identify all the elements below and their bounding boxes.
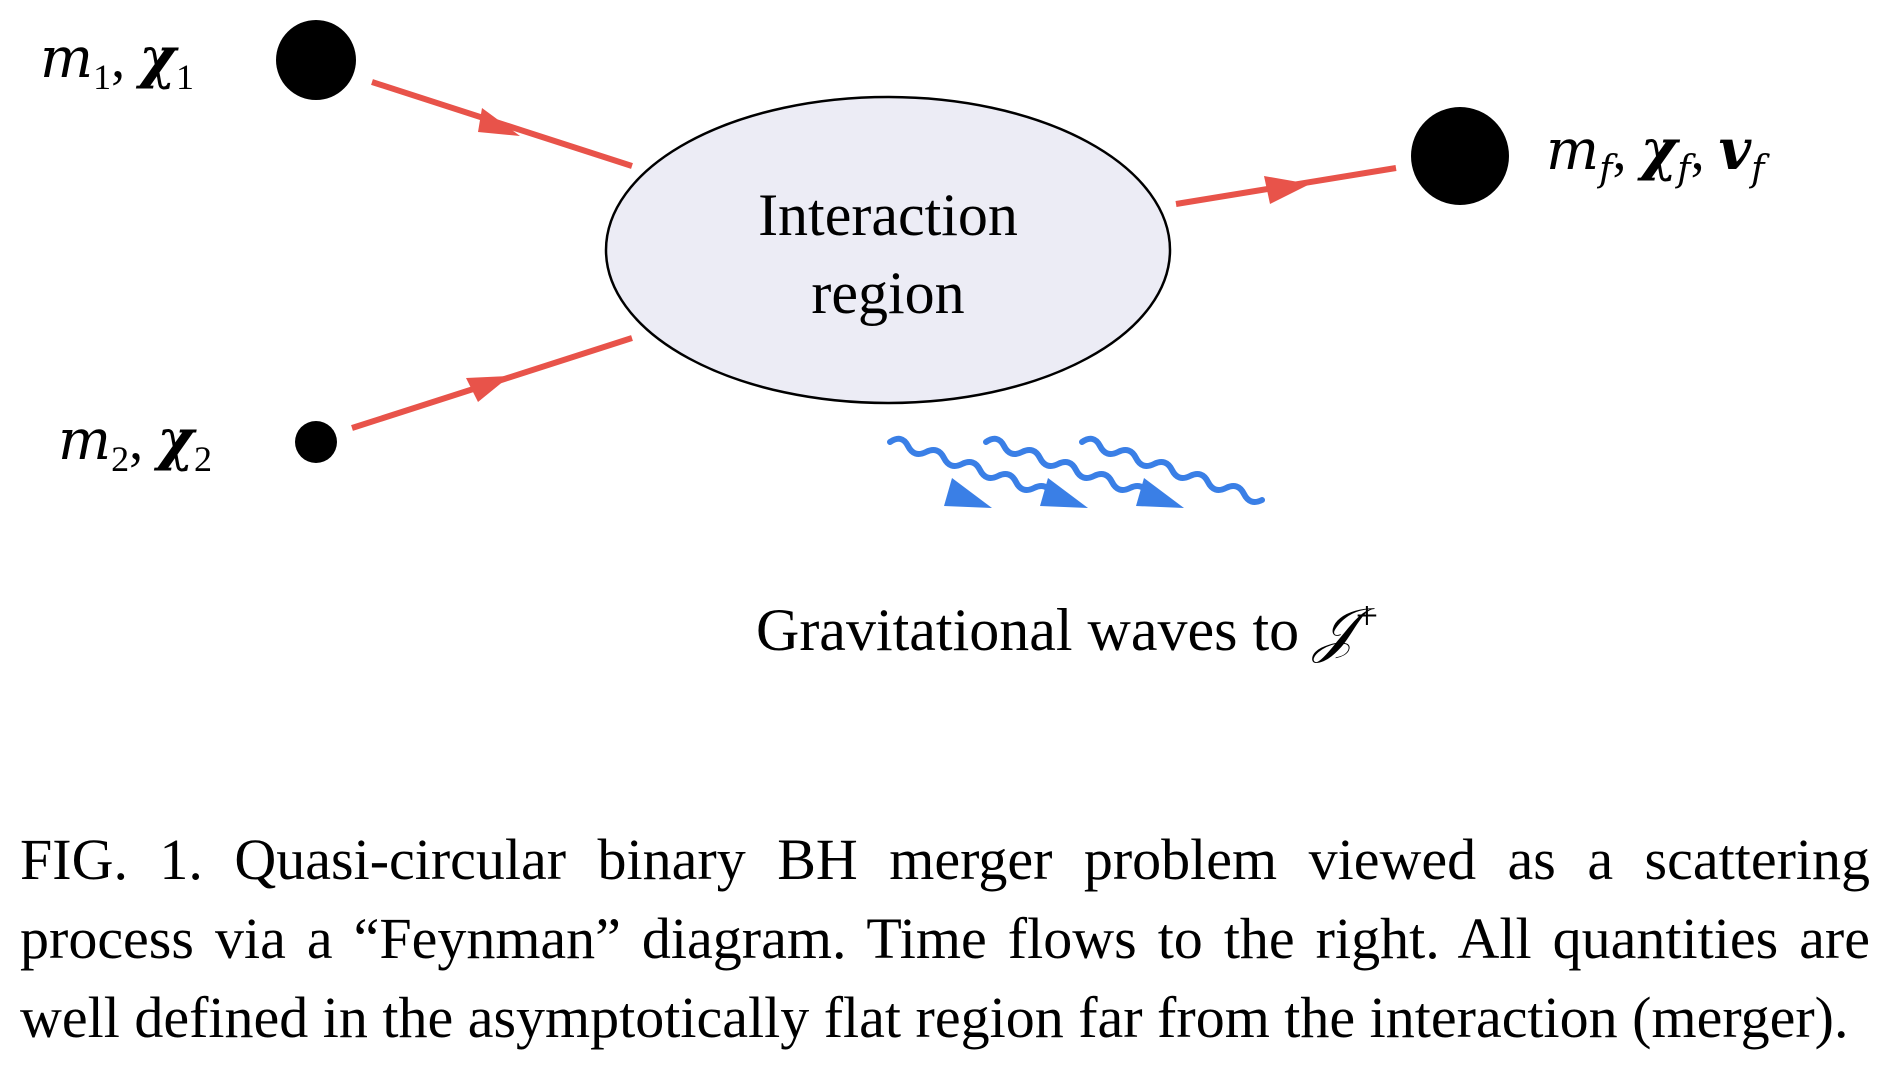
- outgoing-line: [1175, 165, 1397, 207]
- gw-arrowheads: [944, 478, 1184, 508]
- figure-caption: FIG. 1. Quasi-circular binary BH merger …: [20, 827, 1870, 1050]
- gw-wave-3-icon: [1079, 435, 1265, 505]
- incoming-arrow-2-icon: [466, 376, 510, 402]
- black-hole-2-icon: [295, 421, 337, 463]
- outgoing-label: mf, χf, vf: [1546, 117, 1765, 191]
- scattering-diagram: m1, χ1 m2, χ2 mf, χf, vf Interaction reg…: [40, 20, 1765, 665]
- gravitational-waves-label: Gravitational waves to 𝒥+: [756, 593, 1379, 665]
- gw-arrow-2-icon: [1040, 478, 1088, 508]
- incoming-line-1: [371, 79, 633, 169]
- incoming-1-label: m1, χ1: [40, 25, 194, 98]
- interaction-region-label: Interaction region: [606, 176, 1170, 332]
- scri-symbol: 𝒥: [1314, 595, 1356, 665]
- gw-wave-1-icon: [887, 435, 1073, 505]
- interaction-region: [604, 95, 1172, 405]
- incoming-2-label: m2, χ2: [58, 407, 212, 480]
- region-line-2: region: [811, 260, 965, 326]
- region-line-1: Interaction: [758, 182, 1018, 248]
- final-black-hole-icon: [1411, 107, 1509, 205]
- gw-arrow-3-icon: [1136, 478, 1184, 508]
- gw-arrow-1-icon: [944, 478, 992, 508]
- black-hole-1-icon: [276, 20, 356, 100]
- incoming-line-2: [351, 335, 633, 431]
- gravitational-waves: [887, 435, 1265, 505]
- outgoing-arrow-icon: [1264, 176, 1310, 204]
- diagram-canvas: [276, 20, 1509, 508]
- gw-wave-2-icon: [983, 435, 1169, 505]
- incoming-arrow-1-icon: [478, 108, 520, 136]
